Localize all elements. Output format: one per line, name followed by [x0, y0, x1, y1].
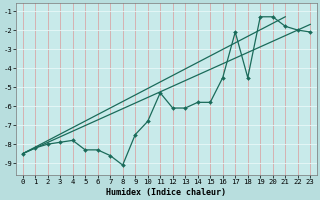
X-axis label: Humidex (Indice chaleur): Humidex (Indice chaleur): [107, 188, 227, 197]
